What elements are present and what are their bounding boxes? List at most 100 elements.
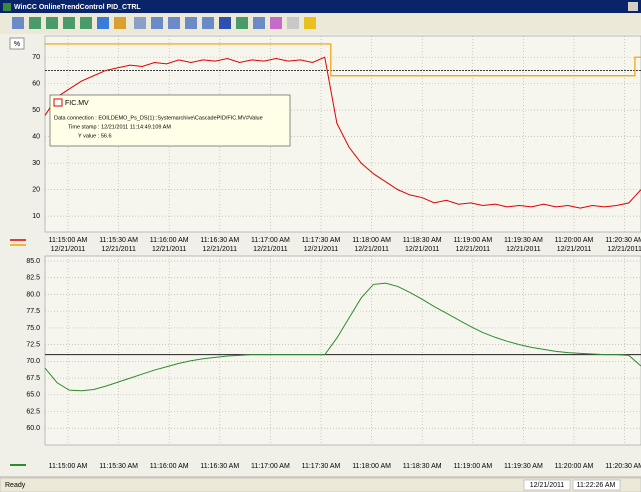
date-tick-label: 12/21/2011	[456, 246, 491, 253]
y-tick-label: 70	[32, 54, 40, 61]
time-tick-label: 11:15:00 AM	[49, 237, 88, 244]
tool-button[interactable]	[202, 17, 214, 29]
tool-button[interactable]	[304, 17, 316, 29]
time-tick-label: 11:20:00 AM	[555, 463, 594, 470]
tool-button[interactable]	[97, 17, 109, 29]
title-bar	[0, 0, 641, 13]
time-tick-label: 11:18:00 AM	[352, 463, 391, 470]
tool-button[interactable]	[29, 17, 41, 29]
date-tick-label: 12/21/2011	[304, 246, 339, 253]
time-tick-label: 11:20:00 AM	[555, 237, 594, 244]
tool-button[interactable]	[219, 17, 231, 29]
time-tick-label: 11:19:30 AM	[504, 237, 543, 244]
date-tick-label: 12/21/2011	[354, 246, 389, 253]
y-tick-label: 72.5	[26, 341, 40, 348]
y-tick-label: 65.0	[26, 392, 40, 399]
time-tick-label: 11:17:30 AM	[302, 463, 341, 470]
y-tick-label: 60.0	[26, 425, 40, 432]
date-tick-label: 12/21/2011	[152, 246, 187, 253]
tool-button[interactable]	[134, 17, 146, 29]
tool-button[interactable]	[168, 17, 180, 29]
upper-plot	[44, 35, 641, 233]
date-tick-label: 12/21/2011	[203, 246, 238, 253]
app-icon	[3, 3, 11, 11]
time-tick-label: 11:17:00 AM	[251, 237, 290, 244]
toolbar	[0, 13, 641, 34]
y-tick-label: 80.0	[26, 291, 40, 298]
status-time: 11:22:26 AM	[577, 482, 616, 489]
date-tick-label: 12/21/2011	[506, 246, 541, 253]
time-tick-label: 11:17:00 AM	[251, 463, 290, 470]
y-tick-label: 70.0	[26, 358, 40, 365]
y-tick-label: 82.5	[26, 275, 40, 282]
tool-button[interactable]	[236, 17, 248, 29]
tooltip-line: Time stamp : 12/21/2011 11:14:49.109 AM	[68, 124, 171, 130]
date-tick-label: 12/21/2011	[253, 246, 288, 253]
trend-line	[44, 282, 641, 392]
tooltip-line: Data connection : EOILDEMO_Ps_DS(1)::Sys…	[54, 115, 263, 121]
tooltip-swatch	[53, 98, 63, 107]
time-tick-label: 11:16:00 AM	[150, 463, 189, 470]
tool-button[interactable]	[63, 17, 75, 29]
y-tick-label: 67.5	[26, 375, 40, 382]
tooltip-line: Y value : 56.6	[78, 133, 112, 139]
tool-button[interactable]	[287, 17, 299, 29]
time-tick-label: 11:19:00 AM	[453, 463, 492, 470]
tool-button[interactable]	[46, 17, 58, 29]
trend-line	[44, 56, 641, 209]
time-tick-label: 11:20:30 AM	[605, 463, 641, 470]
toolbar-buttons	[12, 17, 316, 29]
lower-plot	[44, 255, 641, 446]
date-tick-label: 12/21/2011	[101, 246, 136, 253]
time-tick-label: 11:16:00 AM	[150, 237, 189, 244]
time-tick-label: 11:15:00 AM	[49, 463, 88, 470]
y-tick-label: 85.0	[26, 258, 40, 265]
time-tick-label: 11:16:30 AM	[200, 237, 239, 244]
tool-button[interactable]	[80, 17, 92, 29]
tool-button[interactable]	[151, 17, 163, 29]
y-tick-label: 62.5	[26, 408, 40, 415]
status-time-box	[572, 479, 621, 491]
y-tick-label: 50	[32, 107, 40, 114]
date-tick-label: 12/21/2011	[51, 246, 86, 253]
status-text: Ready	[5, 482, 26, 489]
time-tick-label: 11:18:30 AM	[403, 237, 442, 244]
time-tick-label: 11:17:30 AM	[302, 237, 341, 244]
status-date-box	[523, 479, 571, 491]
tooltip-name: FIC.MV	[65, 100, 89, 107]
y-tick-label: 10	[32, 213, 40, 220]
tooltip-box	[49, 94, 291, 147]
unit-label: %	[14, 41, 20, 48]
tooltip: FIC.MV Data connection : EOILDEMO_Ps_DS(1…	[49, 94, 291, 147]
y-tick-label: 30	[32, 160, 40, 167]
tool-button[interactable]	[114, 17, 126, 29]
time-tick-label: 11:16:30 AM	[200, 463, 239, 470]
time-tick-label: 11:15:30 AM	[99, 237, 138, 244]
tool-button[interactable]	[270, 17, 282, 29]
status-date: 12/21/2011	[530, 482, 565, 489]
time-tick-label: 11:19:30 AM	[504, 463, 543, 470]
window-title: WinCC OnlineTrendControl PID_CTRL	[14, 4, 141, 11]
y-tick-label: 75.0	[26, 325, 40, 332]
time-tick-label: 11:19:00 AM	[453, 237, 492, 244]
status-bar	[0, 477, 641, 492]
time-tick-label: 11:20:30 AM	[605, 237, 641, 244]
date-tick-label: 12/21/2011	[405, 246, 440, 253]
tool-button[interactable]	[12, 17, 24, 29]
time-tick-label: 11:15:30 AM	[99, 463, 138, 470]
tool-button[interactable]	[253, 17, 265, 29]
date-tick-label: 12/21/2011	[557, 246, 592, 253]
y-tick-label: 20	[32, 186, 40, 193]
unit-button[interactable]	[9, 37, 25, 50]
trend-line	[45, 43, 641, 77]
time-tick-label: 11:18:00 AM	[352, 237, 391, 244]
close-button[interactable]	[628, 2, 638, 11]
y-tick-label: 40	[32, 133, 40, 140]
legend-icon	[10, 239, 26, 466]
date-tick-label: 12/21/2011	[607, 246, 641, 253]
time-tick-label: 11:18:30 AM	[403, 463, 442, 470]
y-tick-label: 77.5	[26, 308, 40, 315]
y-tick-label: 60	[32, 81, 40, 88]
tool-button[interactable]	[185, 17, 197, 29]
